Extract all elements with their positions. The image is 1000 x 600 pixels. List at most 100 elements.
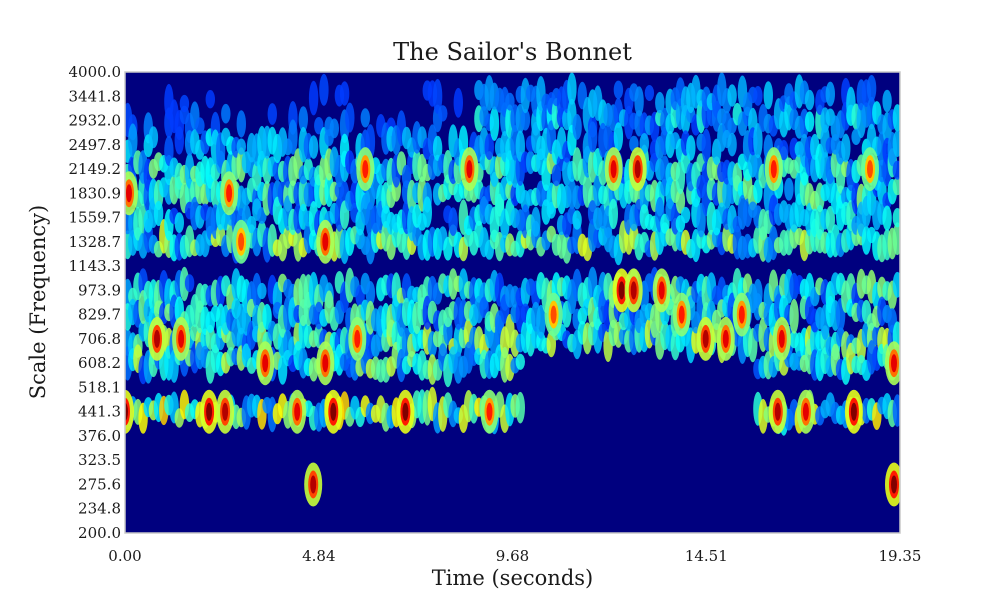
heatmap-cell xyxy=(515,391,525,424)
heatmap-cell xyxy=(634,86,644,117)
heatmap-cell xyxy=(892,104,900,132)
heatmap-cell xyxy=(572,114,582,140)
y-tick-label: 608.2 xyxy=(78,354,121,372)
heatmap-cell xyxy=(804,89,815,111)
hotspot-core xyxy=(226,184,233,203)
heatmap-cell xyxy=(753,86,763,106)
heatmap-cell xyxy=(784,177,794,201)
heatmap-cells xyxy=(125,72,900,507)
hotspot-core xyxy=(774,402,781,421)
heatmap-cell xyxy=(484,133,494,160)
hotspot-core xyxy=(770,160,777,179)
heatmap-cell xyxy=(164,135,174,166)
hotspot-core xyxy=(310,475,317,494)
x-axis-label: Time (seconds) xyxy=(431,566,594,590)
heatmap-cell xyxy=(308,80,319,116)
heatmap-cell xyxy=(892,394,900,427)
y-tick-label: 200.0 xyxy=(78,524,121,542)
heatmap-cell xyxy=(892,160,900,180)
y-tick-label: 706.8 xyxy=(78,330,121,348)
hotspot-core xyxy=(322,354,329,373)
y-tick-label: 973.9 xyxy=(78,281,121,299)
heatmap-cell xyxy=(365,281,376,306)
heatmap-cell xyxy=(686,135,696,161)
heatmap-cell xyxy=(479,296,489,318)
heatmap-cell xyxy=(438,105,448,122)
heatmap-cell xyxy=(727,132,737,157)
heatmap-cell xyxy=(892,177,900,196)
heatmap-cell xyxy=(520,109,531,131)
x-tick-label: 19.35 xyxy=(879,547,922,565)
heatmap-cell xyxy=(825,205,835,234)
x-tick-label: 14.51 xyxy=(685,547,728,565)
hotspot-core xyxy=(222,402,229,421)
heatmap-cell xyxy=(882,89,892,113)
heatmap-cell xyxy=(298,106,308,132)
heatmap-cell xyxy=(489,106,500,141)
heatmap-cell xyxy=(236,110,246,138)
heatmap-cell xyxy=(153,200,164,227)
hotspot-core xyxy=(722,329,729,348)
heatmap-cell xyxy=(546,201,556,219)
heatmap-cell xyxy=(613,122,624,152)
heatmap-cell xyxy=(727,84,737,107)
heatmap-cell xyxy=(453,87,463,118)
y-tick-label: 2497.8 xyxy=(69,136,122,154)
heatmap-cell xyxy=(432,135,443,161)
heatmap-cell xyxy=(205,90,215,109)
y-tick-label: 376.0 xyxy=(78,427,121,445)
heatmap-cell xyxy=(148,126,159,149)
hotspot-core xyxy=(738,305,745,324)
hotspot-core xyxy=(486,402,493,421)
hotspot-core xyxy=(550,305,557,324)
y-tick-label: 1143.3 xyxy=(69,257,122,275)
hotspot-core xyxy=(630,281,637,300)
y-tick-label: 2149.2 xyxy=(69,160,122,178)
hotspot-core xyxy=(330,402,337,421)
heatmap-cell xyxy=(184,274,195,292)
heatmap-cell xyxy=(345,102,355,133)
y-tick-label: 829.7 xyxy=(78,306,121,324)
heatmap-cell xyxy=(624,105,634,140)
hotspot-core xyxy=(262,354,269,373)
heatmap-cell xyxy=(572,210,582,230)
heatmap-cell xyxy=(866,75,877,102)
heatmap-cell xyxy=(288,119,298,155)
heatmap-cell xyxy=(174,126,184,155)
heatmap-cell xyxy=(329,118,339,139)
heatmap-cell xyxy=(639,133,649,154)
heatmap-cell xyxy=(422,196,432,228)
heatmap-cell xyxy=(753,123,763,159)
heatmap-cell xyxy=(763,81,773,110)
x-tick-label: 4.84 xyxy=(302,547,335,565)
heatmap-cell xyxy=(779,140,789,161)
heatmap-cell xyxy=(308,135,319,159)
hotspot-core xyxy=(891,354,897,373)
hotspot-core xyxy=(126,184,132,203)
hotspot-core xyxy=(634,160,641,179)
heatmap-cell xyxy=(680,206,691,224)
hotspot-core xyxy=(658,281,665,300)
x-tick-label: 0.00 xyxy=(108,547,141,565)
heatmap-cell xyxy=(448,268,458,300)
heatmap-cell xyxy=(267,103,277,125)
heatmap-cell xyxy=(758,398,768,434)
hotspot-core xyxy=(322,232,329,251)
heatmap-cell xyxy=(789,298,799,334)
hotspot-core xyxy=(610,160,617,179)
heatmap-cell xyxy=(892,208,900,228)
hotspot-core xyxy=(178,329,185,348)
heatmap-cell xyxy=(195,117,205,135)
hotspot-core xyxy=(850,402,857,421)
y-tick-label: 2932.0 xyxy=(69,112,122,130)
chart-title: The Sailor's Bonnet xyxy=(393,38,632,66)
heatmap-cell xyxy=(221,103,231,124)
hotspot-core xyxy=(402,402,409,421)
heatmap-cell xyxy=(252,272,262,309)
heatmap-cell xyxy=(701,128,711,164)
hotspot-core xyxy=(702,329,709,348)
heatmap-cell xyxy=(551,164,562,187)
hotspot-core xyxy=(206,402,213,421)
heatmap-cell xyxy=(825,81,835,107)
hotspot-core xyxy=(154,329,160,348)
